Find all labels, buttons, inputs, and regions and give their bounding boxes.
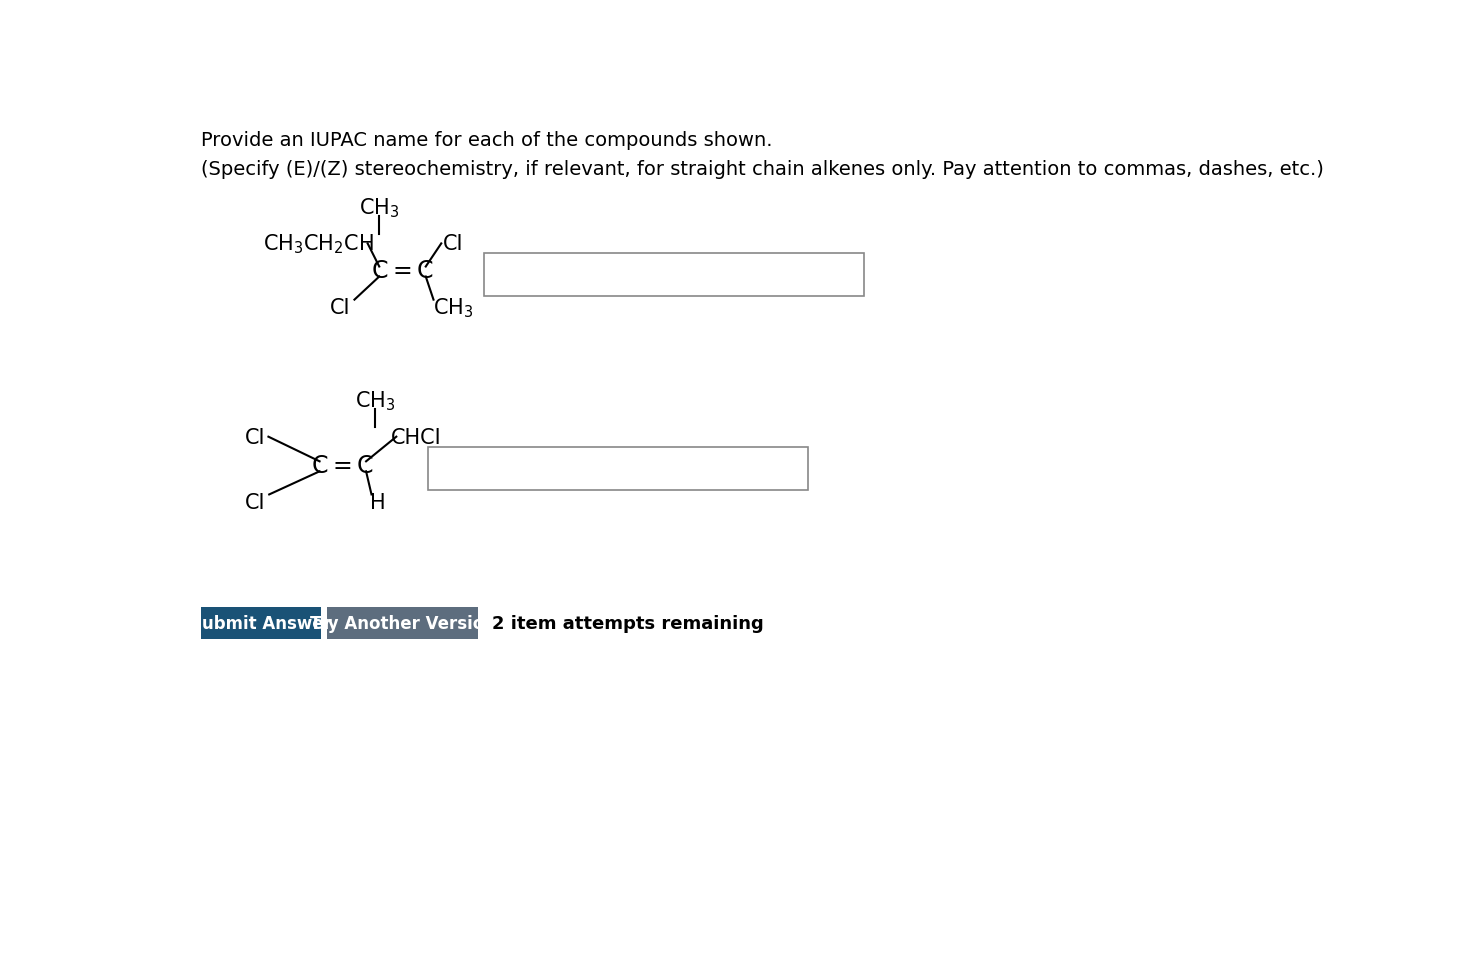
FancyBboxPatch shape xyxy=(484,254,864,296)
Text: 2 item attempts remaining: 2 item attempts remaining xyxy=(493,615,764,632)
Text: CI: CI xyxy=(442,234,463,254)
Text: $\mathregular{CH_3}$: $\mathregular{CH_3}$ xyxy=(433,296,473,319)
Text: Try Another Version: Try Another Version xyxy=(310,615,496,632)
Text: (Specify (E)/(Z) stereochemistry, if relevant, for straight chain alkenes only. : (Specify (E)/(Z) stereochemistry, if rel… xyxy=(200,159,1324,179)
Text: CI: CI xyxy=(245,427,266,447)
Text: $\mathregular{CH_3CH_2CH}$: $\mathregular{CH_3CH_2CH}$ xyxy=(263,233,374,256)
Text: Submit Answer: Submit Answer xyxy=(190,615,332,632)
Text: CI: CI xyxy=(245,492,266,513)
Text: $\mathregular{CH_3}$: $\mathregular{CH_3}$ xyxy=(355,389,396,412)
Text: CI: CI xyxy=(331,298,350,318)
Text: $\mathregular{C{=}C}$: $\mathregular{C{=}C}$ xyxy=(312,453,374,478)
Text: $\mathregular{C{=}C}$: $\mathregular{C{=}C}$ xyxy=(371,259,433,283)
FancyBboxPatch shape xyxy=(200,608,321,640)
Text: Provide an IUPAC name for each of the compounds shown.: Provide an IUPAC name for each of the co… xyxy=(200,131,773,150)
FancyBboxPatch shape xyxy=(427,448,807,490)
Text: H: H xyxy=(370,492,386,513)
FancyBboxPatch shape xyxy=(328,608,478,640)
Text: $\mathregular{CH_3}$: $\mathregular{CH_3}$ xyxy=(359,196,399,220)
Text: CHCI: CHCI xyxy=(392,427,442,447)
